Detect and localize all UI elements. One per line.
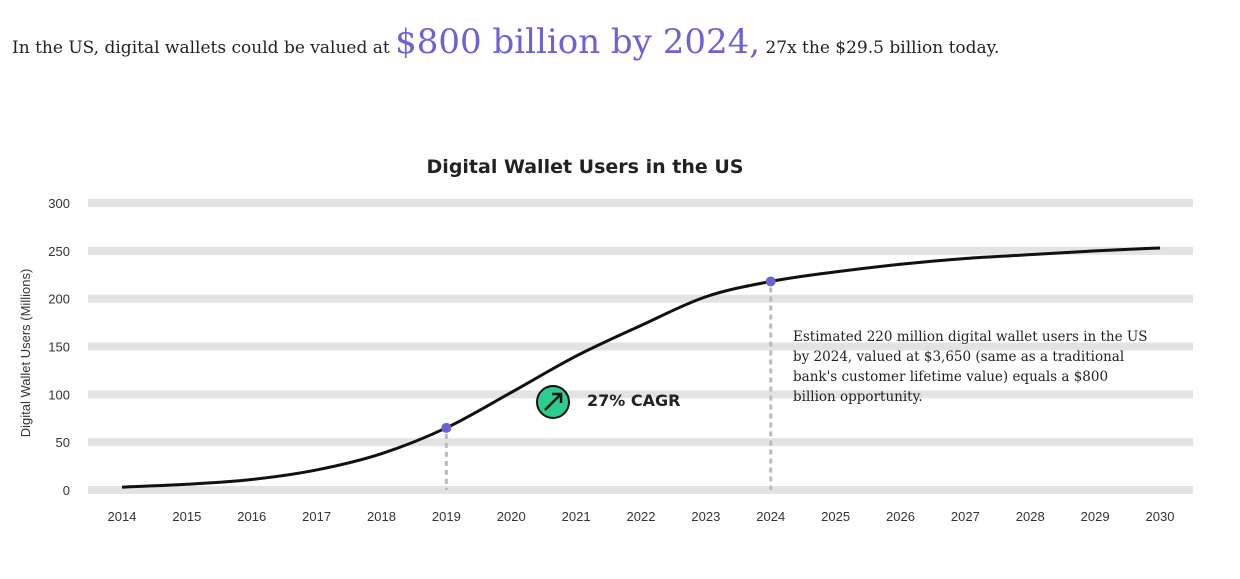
highlight-point — [765, 276, 776, 287]
headline-post: 27x the $29.5 billion today. — [760, 38, 1000, 58]
y-tick-label: 250 — [48, 244, 70, 259]
x-tick-label: 2021 — [562, 509, 591, 524]
x-tick-label: 2020 — [497, 509, 526, 524]
x-tick-label: 2019 — [432, 509, 461, 524]
x-tick-label: 2030 — [1146, 509, 1175, 524]
cagr-label: 27% CAGR — [587, 391, 681, 410]
annotation-note: Estimated 220 million digital wallet use… — [793, 329, 1148, 405]
y-tick-label: 100 — [48, 387, 70, 402]
x-tick-label: 2018 — [367, 509, 396, 524]
y-tick-label: 200 — [48, 292, 70, 307]
gridline — [88, 294, 1193, 303]
gridline — [88, 199, 1193, 207]
gridline — [88, 342, 1193, 351]
x-tick-label: 2014 — [108, 509, 137, 524]
y-tick-label: 0 — [63, 483, 70, 498]
headline: In the US, digital wallets could be valu… — [12, 22, 999, 62]
gridline — [88, 486, 1193, 494]
x-tick-label: 2015 — [172, 509, 201, 524]
y-tick-label: 50 — [56, 435, 70, 450]
y-tick-label: 150 — [48, 340, 70, 355]
y-tick-label: 300 — [48, 196, 70, 211]
highlight-point — [441, 422, 452, 433]
x-tick-label: 2026 — [886, 509, 915, 524]
gridline — [88, 390, 1193, 399]
gridline — [88, 246, 1193, 255]
gridline — [88, 438, 1193, 447]
x-tick-label: 2024 — [756, 509, 785, 524]
y-axis-label: Digital Wallet Users (Millions) — [18, 269, 33, 438]
x-tick-label: 2029 — [1081, 509, 1110, 524]
x-tick-label: 2016 — [237, 509, 266, 524]
x-tick-label: 2025 — [821, 509, 850, 524]
headline-pre: In the US, digital wallets could be valu… — [12, 38, 396, 58]
arrow-up-right-icon — [544, 392, 563, 411]
chart-title: Digital Wallet Users in the US — [427, 156, 744, 178]
x-tick-label: 2028 — [1016, 509, 1045, 524]
headline-highlight: $800 billion by 2024, — [395, 22, 761, 62]
x-tick-label: 2022 — [627, 509, 656, 524]
x-tick-label: 2017 — [302, 509, 331, 524]
x-tick-label: 2023 — [691, 509, 720, 524]
x-tick-label: 2027 — [951, 509, 980, 524]
